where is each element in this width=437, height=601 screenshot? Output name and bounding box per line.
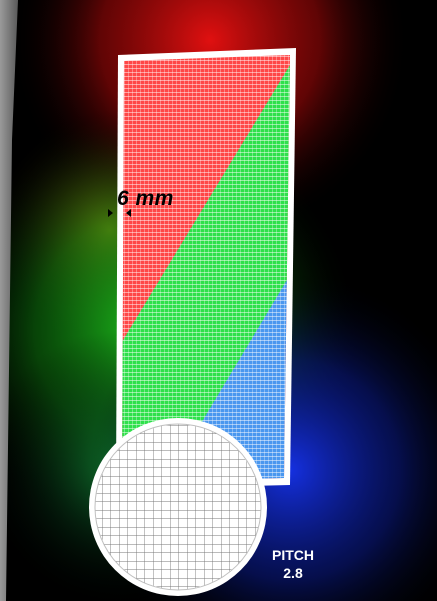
pitch-block: PITCH 2.8 — [262, 547, 324, 582]
pitch-label: PITCH — [272, 547, 314, 563]
dimension-arrows — [108, 209, 131, 217]
dimension-label: 6 mm — [117, 187, 174, 210]
pitch-value: 2.8 — [283, 564, 303, 581]
left-edge-strip — [0, 0, 18, 601]
magnifier — [89, 418, 267, 596]
right-arrow-icon — [126, 209, 131, 217]
panel-led-grid — [122, 55, 290, 482]
magnifier-grid — [95, 424, 261, 590]
led-panel — [116, 48, 296, 489]
left-arrow-icon — [108, 209, 113, 217]
